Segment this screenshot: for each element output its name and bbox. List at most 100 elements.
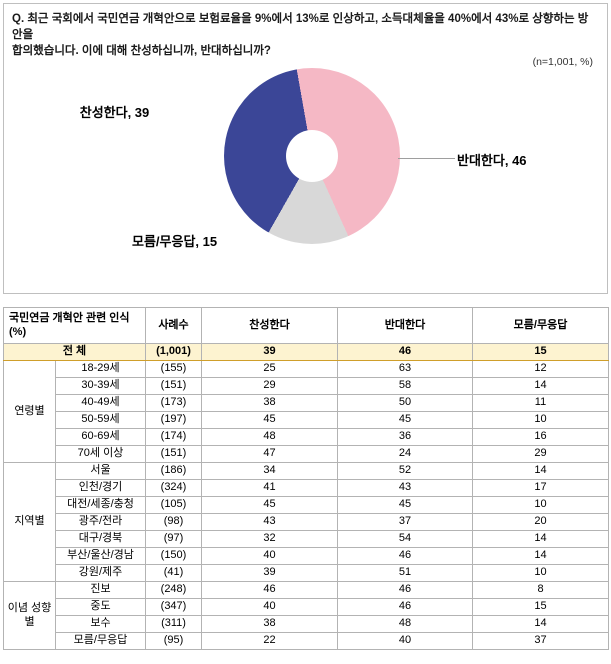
- oppose-cell: 46: [337, 547, 473, 565]
- agree-cell: 38: [201, 615, 338, 633]
- table-row: 지역별 서울 (186) 34 52 14: [3, 462, 609, 582]
- col-header-oppose: 반대한다: [337, 307, 473, 344]
- table-row: 70세 이상 (151) 47 24 29: [4, 445, 609, 463]
- dk-cell: 16: [472, 428, 609, 446]
- table-row: 연령별 18-29세 (155) 25 63 12: [3, 360, 609, 463]
- col-header-n: 사례수: [145, 307, 202, 344]
- n-cell: (151): [145, 445, 202, 463]
- oppose-cell: 45: [337, 411, 473, 429]
- leader-line: [398, 158, 455, 159]
- row-label: 모름/무응답: [55, 632, 146, 650]
- n-cell: (98): [145, 513, 202, 531]
- dk-cell: 37: [472, 632, 609, 650]
- sample-note: (n=1,001, %): [532, 56, 593, 68]
- n-cell: (105): [145, 496, 202, 514]
- table-row: 보수 (311) 38 48 14: [4, 615, 609, 633]
- n-cell: (95): [145, 632, 202, 650]
- oppose-cell: 50: [337, 394, 473, 412]
- group-label-age: 연령별: [3, 360, 56, 463]
- table-header-row: 국민연금 개혁안 관련 인식 (%) 사례수 찬성한다 반대한다 모름/무응답: [3, 307, 609, 344]
- n-cell: (173): [145, 394, 202, 412]
- label-oppose: 반대한다, 46: [457, 153, 527, 168]
- table-row: 광주/전라 (98) 43 37 20: [4, 513, 609, 531]
- n-cell: (197): [145, 411, 202, 429]
- n-cell: (324): [145, 479, 202, 497]
- label-agree: 찬성한다, 39: [79, 105, 150, 120]
- dk-cell: 10: [472, 411, 609, 429]
- label-dk: 모름/무응답, 15: [132, 234, 218, 249]
- n-cell: (174): [145, 428, 202, 446]
- dk-cell: 15: [472, 598, 609, 616]
- table-row: 이념 성향별 진보 (248) 46 46 8: [3, 581, 609, 650]
- dk-cell: 11: [472, 394, 609, 412]
- col-header-category-unit: (%): [9, 325, 27, 338]
- oppose-cell: 45: [337, 496, 473, 514]
- agree-cell: 39: [201, 564, 338, 582]
- n-cell: (155): [145, 360, 202, 378]
- oppose-cell: 40: [337, 632, 473, 650]
- oppose-cell: 54: [337, 530, 473, 548]
- col-header-category: 국민연금 개혁안 관련 인식 (%): [3, 307, 146, 344]
- row-label: 50-59세: [55, 411, 146, 429]
- table-row: 50-59세 (197) 45 45 10: [4, 411, 609, 429]
- donut-chart: [224, 68, 400, 244]
- row-label: 보수: [55, 615, 146, 633]
- survey-table: 국민연금 개혁안 관련 인식 (%) 사례수 찬성한다 반대한다 모름/무응답 …: [3, 307, 609, 650]
- col-header-dk: 모름/무응답: [472, 307, 609, 344]
- group-label-ideology: 이념 성향별: [3, 581, 56, 650]
- dk-cell: 20: [472, 513, 609, 531]
- table-row: 40-49세 (173) 38 50 11: [4, 394, 609, 412]
- table-row: 30-39세 (151) 29 58 14: [4, 377, 609, 395]
- row-label: 대전/세종/충청: [55, 496, 146, 514]
- total-label: 전 체: [3, 343, 146, 361]
- dk-cell: 10: [472, 496, 609, 514]
- row-label: 대구/경북: [55, 530, 146, 548]
- dk-cell: 12: [472, 360, 609, 378]
- dk-cell: 15: [472, 343, 609, 361]
- dk-cell: 14: [472, 547, 609, 565]
- row-label: 60-69세: [55, 428, 146, 446]
- row-label: 서울: [55, 462, 146, 480]
- row-label: 70세 이상: [55, 445, 146, 463]
- agree-cell: 34: [201, 462, 338, 480]
- survey-chart-panel: Q. 최근 국회에서 국민연금 개혁안으로 보험료율을 9%에서 13%로 인상…: [3, 3, 608, 294]
- agree-cell: 29: [201, 377, 338, 395]
- oppose-cell: 36: [337, 428, 473, 446]
- n-cell: (248): [145, 581, 202, 599]
- agree-cell: 38: [201, 394, 338, 412]
- row-label: 중도: [55, 598, 146, 616]
- group-label-region: 지역별: [3, 462, 56, 582]
- dk-cell: 10: [472, 564, 609, 582]
- dk-cell: 14: [472, 530, 609, 548]
- dk-cell: 8: [472, 581, 609, 599]
- question-line2: 합의했습니다. 이에 대해 찬성하십니까, 반대하십니까?: [12, 45, 271, 58]
- agree-cell: 40: [201, 598, 338, 616]
- donut-hole: [286, 130, 338, 182]
- oppose-cell: 52: [337, 462, 473, 480]
- agree-cell: 48: [201, 428, 338, 446]
- total-row: 전 체 (1,001) 39 46 15: [3, 343, 609, 361]
- dk-cell: 14: [472, 462, 609, 480]
- agree-cell: 45: [201, 411, 338, 429]
- agree-cell: 47: [201, 445, 338, 463]
- agree-cell: 22: [201, 632, 338, 650]
- row-label: 부산/울산/경남: [55, 547, 146, 565]
- oppose-cell: 37: [337, 513, 473, 531]
- row-label: 강원/제주: [55, 564, 146, 582]
- oppose-cell: 46: [337, 343, 473, 361]
- n-cell: (186): [145, 462, 202, 480]
- table-row: 대전/세종/충청 (105) 45 45 10: [4, 496, 609, 514]
- n-cell: (347): [145, 598, 202, 616]
- table-row: 모름/무응답 (95) 22 40 37: [4, 632, 609, 650]
- oppose-cell: 46: [337, 581, 473, 599]
- n-cell: (151): [145, 377, 202, 395]
- n-cell: (1,001): [145, 343, 202, 361]
- col-header-category-text: 국민연금 개혁안 관련 인식: [9, 311, 130, 324]
- question-line1: Q. 최근 국회에서 국민연금 개혁안으로 보험료율을 9%에서 13%로 인상…: [12, 13, 589, 42]
- agree-cell: 40: [201, 547, 338, 565]
- n-cell: (311): [145, 615, 202, 633]
- n-cell: (150): [145, 547, 202, 565]
- agree-cell: 45: [201, 496, 338, 514]
- oppose-cell: 63: [337, 360, 473, 378]
- dk-cell: 29: [472, 445, 609, 463]
